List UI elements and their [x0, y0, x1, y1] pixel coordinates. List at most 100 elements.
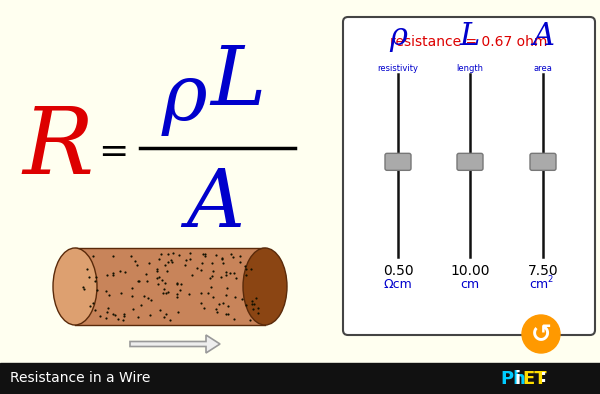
Point: [136, 301, 146, 308]
Text: ET: ET: [522, 370, 547, 388]
Text: :: :: [540, 368, 547, 387]
Point: [206, 284, 216, 290]
Point: [172, 294, 182, 300]
Point: [221, 269, 230, 275]
Point: [226, 251, 236, 258]
Point: [197, 260, 207, 266]
Point: [221, 292, 231, 299]
Point: [145, 312, 154, 318]
Text: i: i: [515, 370, 521, 388]
Point: [228, 254, 238, 260]
Point: [115, 268, 124, 274]
Text: A: A: [186, 166, 244, 244]
Point: [175, 252, 184, 258]
Point: [199, 305, 209, 312]
Point: [152, 268, 162, 274]
Point: [101, 315, 111, 321]
Text: ↺: ↺: [530, 323, 551, 347]
Point: [128, 306, 137, 312]
Point: [145, 260, 154, 266]
Text: 7.50: 7.50: [527, 264, 559, 278]
Point: [157, 277, 167, 283]
Point: [221, 310, 230, 317]
Point: [102, 309, 112, 315]
Bar: [0, 363, 600, 394]
Point: [110, 312, 120, 318]
Point: [218, 260, 227, 266]
Point: [158, 290, 168, 296]
Point: [172, 291, 181, 297]
Point: [230, 294, 239, 301]
Text: L: L: [211, 42, 266, 122]
Point: [248, 306, 258, 312]
Point: [222, 285, 232, 291]
Point: [214, 301, 224, 307]
Point: [120, 269, 130, 275]
Point: [152, 275, 162, 281]
Text: cm: cm: [529, 277, 548, 290]
Point: [134, 278, 144, 284]
Text: ρ: ρ: [162, 60, 208, 136]
Point: [253, 305, 263, 311]
Point: [130, 258, 139, 264]
Text: area: area: [533, 64, 553, 73]
Point: [90, 278, 100, 284]
Text: cm: cm: [460, 277, 479, 290]
Point: [91, 307, 100, 314]
Text: length: length: [457, 64, 484, 73]
Point: [223, 303, 232, 309]
Point: [164, 251, 173, 257]
FancyBboxPatch shape: [457, 153, 483, 170]
Point: [108, 270, 118, 276]
Point: [162, 268, 172, 274]
Point: [165, 317, 175, 323]
Point: [127, 293, 137, 299]
Point: [247, 298, 257, 304]
Point: [172, 280, 181, 286]
Point: [83, 266, 92, 272]
Point: [142, 278, 152, 284]
Point: [167, 259, 177, 266]
Point: [140, 293, 149, 299]
Point: [216, 274, 226, 280]
Point: [109, 311, 118, 317]
Point: [209, 294, 218, 300]
Point: [166, 257, 176, 264]
Point: [211, 252, 221, 258]
Polygon shape: [130, 335, 220, 353]
Point: [119, 313, 129, 319]
Point: [119, 310, 129, 317]
Point: [185, 249, 195, 256]
Point: [113, 316, 123, 322]
Point: [118, 317, 128, 323]
Text: A: A: [532, 21, 554, 52]
Point: [88, 253, 98, 259]
Point: [198, 251, 208, 257]
Point: [207, 260, 217, 266]
Point: [218, 256, 227, 262]
Text: resistivity: resistivity: [377, 64, 419, 73]
Text: ρ: ρ: [389, 21, 407, 52]
Point: [249, 301, 259, 307]
Point: [235, 253, 245, 259]
Point: [225, 270, 235, 277]
Point: [133, 278, 143, 284]
Point: [185, 256, 195, 262]
Point: [181, 257, 191, 263]
Point: [212, 309, 222, 315]
Point: [253, 310, 262, 316]
Point: [142, 271, 151, 277]
Point: [192, 265, 202, 271]
Point: [176, 281, 186, 287]
Text: 10.00: 10.00: [450, 264, 490, 278]
Point: [241, 302, 251, 309]
Point: [161, 279, 170, 286]
Point: [196, 290, 206, 296]
Circle shape: [522, 315, 560, 353]
Point: [163, 259, 172, 265]
Point: [224, 310, 233, 317]
Point: [163, 289, 173, 295]
Point: [217, 255, 227, 262]
Point: [196, 267, 206, 273]
Point: [84, 274, 94, 280]
